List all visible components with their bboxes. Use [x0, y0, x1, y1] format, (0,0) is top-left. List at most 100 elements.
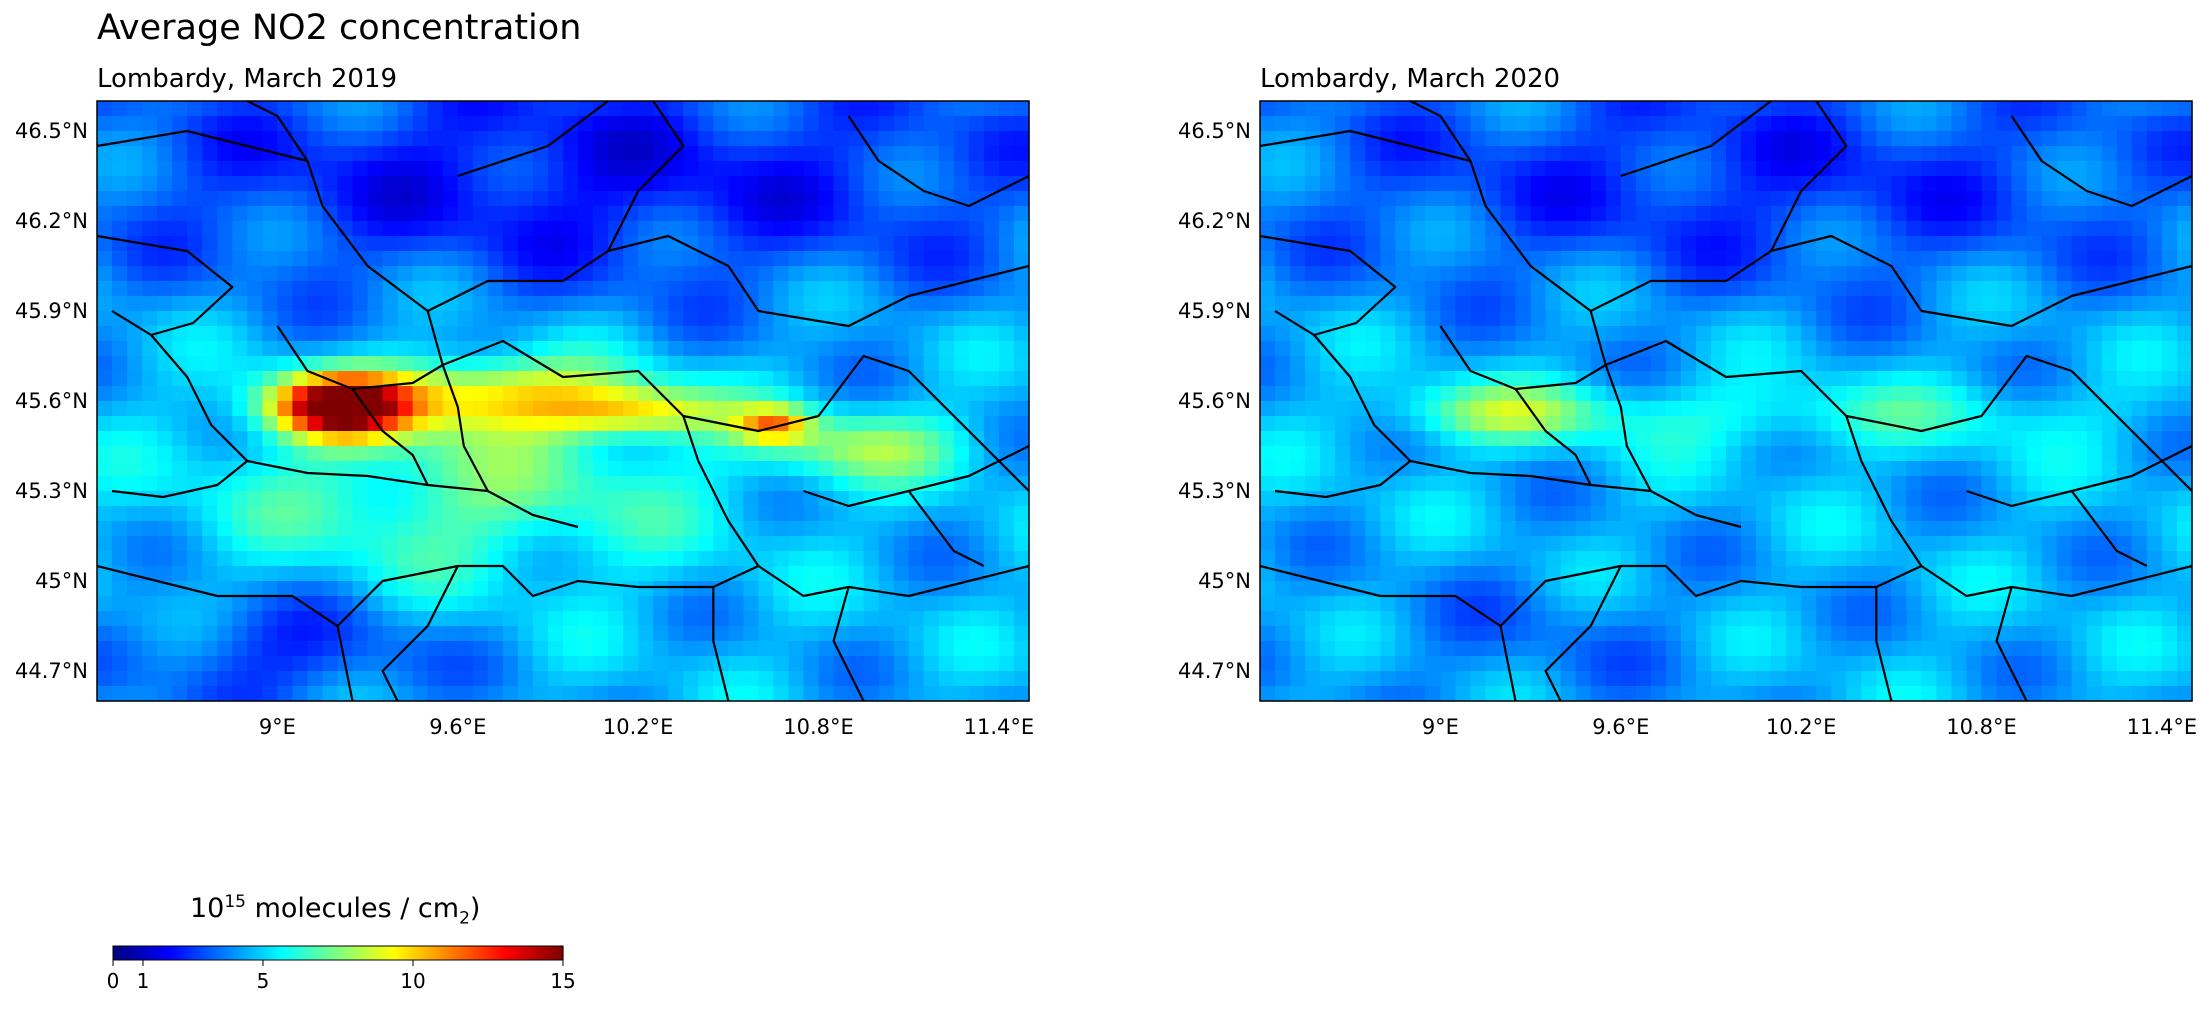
- map-panel-2020[interactable]: 9°E 9.6°E 10.2°E 10.8°E 11.4°E46.5°N46.2°N45…: [1160, 0, 2210, 760]
- no2-cell: [1395, 281, 1411, 297]
- no2-cell: [202, 446, 218, 462]
- no2-cell: [563, 686, 579, 702]
- no2-cell: [1260, 311, 1276, 327]
- no2-cell: [2071, 446, 2088, 462]
- no2-cell: [1560, 341, 1577, 357]
- no2-cell: [833, 236, 850, 252]
- no2-cell: [262, 296, 278, 312]
- no2-cell: [938, 371, 955, 387]
- no2-cell: [2071, 641, 2088, 657]
- no2-cell: [1425, 356, 1441, 372]
- no2-cell: [1410, 101, 1426, 117]
- no2-cell: [863, 401, 880, 417]
- no2-cell: [578, 101, 594, 117]
- no2-cell: [1590, 416, 1607, 432]
- no2-cell: [1650, 401, 1667, 417]
- no2-cell: [367, 356, 384, 372]
- no2-cell: [337, 581, 354, 597]
- no2-cell: [112, 251, 128, 267]
- no2-cell: [1996, 566, 2013, 582]
- no2-cell: [2101, 656, 2118, 672]
- no2-cell: [578, 131, 594, 147]
- no2-cell: [172, 626, 188, 642]
- no2-cell: [1320, 296, 1336, 312]
- no2-cell: [472, 371, 489, 387]
- no2-cell: [1665, 131, 1682, 147]
- no2-cell: [923, 116, 940, 132]
- boundary-line: [758, 264, 1030, 328]
- no2-cell: [1470, 491, 1487, 507]
- no2-cell: [1275, 446, 1291, 462]
- no2-cell: [1620, 536, 1637, 552]
- no2-cell: [442, 491, 459, 507]
- no2-cell: [1365, 296, 1381, 312]
- no2-cell: [292, 626, 309, 642]
- no2-cell: [487, 551, 504, 567]
- no2-cell: [608, 221, 624, 237]
- no2-cell: [953, 101, 970, 117]
- no2-cell: [1260, 641, 1276, 657]
- no2-cell: [1665, 266, 1682, 282]
- no2-cell: [1726, 146, 1742, 162]
- no2-cell: [773, 536, 790, 552]
- no2-cell: [2071, 431, 2088, 447]
- no2-cell: [713, 311, 729, 327]
- no2-cell: [1605, 326, 1622, 342]
- no2-cell: [1635, 686, 1652, 702]
- no2-cell: [172, 431, 188, 447]
- no2-cell: [1680, 401, 1697, 417]
- no2-cell: [653, 536, 669, 552]
- no2-cell: [172, 551, 188, 567]
- no2-cell: [2041, 176, 2058, 192]
- no2-cell: [382, 296, 399, 312]
- no2-cell: [668, 221, 684, 237]
- no2-cell: [1380, 566, 1396, 582]
- no2-cell: [1921, 656, 1938, 672]
- no2-cell: [1470, 611, 1487, 627]
- no2-cell: [728, 296, 744, 312]
- no2-cell: [683, 656, 699, 672]
- no2-cell: [833, 521, 850, 537]
- no2-cell: [232, 611, 248, 627]
- no2-cell: [2116, 686, 2133, 702]
- no2-cell: [1741, 491, 1757, 507]
- no2-cell: [608, 266, 624, 282]
- no2-cell: [2041, 221, 2058, 237]
- map-panel-2019[interactable]: 9°E 9.6°E 10.2°E 10.8°E 11.4°E46.5°N46.2°N45…: [0, 0, 1105, 760]
- no2-cell: [187, 236, 203, 252]
- no2-cell: [743, 491, 760, 507]
- no2-cell: [608, 656, 624, 672]
- no2-cell: [1981, 236, 1998, 252]
- no2-cell: [788, 281, 805, 297]
- no2-cell: [593, 146, 609, 162]
- no2-cell: [848, 326, 865, 342]
- no2-cell: [1876, 311, 1892, 327]
- no2-cell: [623, 521, 639, 537]
- no2-cell: [382, 251, 399, 267]
- no2-cell: [1260, 671, 1276, 687]
- no2-cell: [1665, 311, 1682, 327]
- no2-cell: [968, 221, 985, 237]
- no2-cell: [1380, 116, 1396, 132]
- no2-cell: [277, 221, 294, 237]
- no2-cell: [578, 416, 594, 432]
- no2-cell: [427, 266, 444, 282]
- no2-cell: [1275, 191, 1291, 207]
- no2-cell: [127, 341, 143, 357]
- no2-cell: [1500, 101, 1517, 117]
- no2-cell: [1620, 356, 1637, 372]
- no2-cell: [773, 596, 790, 612]
- no2-cell: [593, 446, 609, 462]
- no2-cell: [2161, 191, 2178, 207]
- no2-cell: [1981, 416, 1998, 432]
- no2-cell: [1013, 146, 1030, 162]
- no2-cell: [1726, 191, 1742, 207]
- no2-cell: [412, 236, 429, 252]
- no2-cell: [683, 176, 699, 192]
- no2-cell: [743, 146, 760, 162]
- no2-cell: [1756, 296, 1772, 312]
- no2-cell: [172, 401, 188, 417]
- no2-cell: [983, 266, 1000, 282]
- no2-cell: [1801, 626, 1817, 642]
- no2-cell: [968, 686, 985, 702]
